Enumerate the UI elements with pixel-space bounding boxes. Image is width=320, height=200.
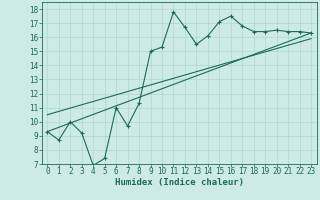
X-axis label: Humidex (Indice chaleur): Humidex (Indice chaleur) xyxy=(115,178,244,187)
